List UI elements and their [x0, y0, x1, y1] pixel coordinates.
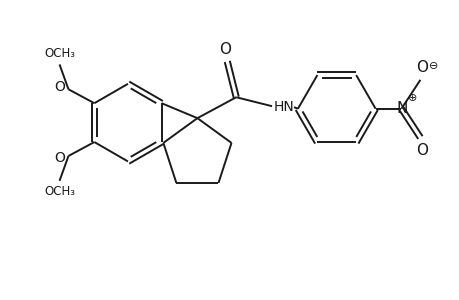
Text: O: O: [55, 152, 65, 166]
Text: O: O: [415, 60, 427, 75]
Text: N: N: [395, 101, 407, 116]
Text: O: O: [219, 42, 231, 57]
Text: OCH₃: OCH₃: [44, 47, 75, 60]
Text: ⊕: ⊕: [407, 93, 416, 103]
Text: HN: HN: [274, 100, 294, 114]
Text: OCH₃: OCH₃: [44, 185, 75, 198]
Text: O: O: [55, 80, 65, 94]
Text: O: O: [415, 142, 427, 158]
Text: ⊖: ⊖: [428, 61, 437, 71]
